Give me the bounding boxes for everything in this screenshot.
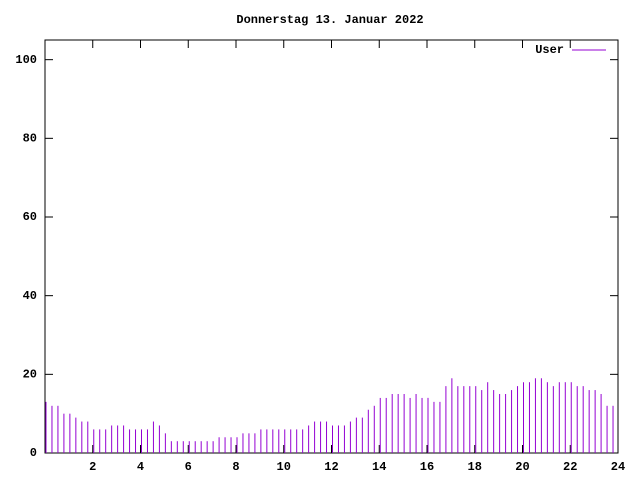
x-tick-label: 18 (468, 460, 482, 474)
x-tick-label: 12 (324, 460, 338, 474)
plot-frame (44, 39, 619, 454)
x-tick-label: 16 (420, 460, 434, 474)
x-tick-label: 10 (277, 460, 291, 474)
x-tick-label: 24 (611, 460, 625, 474)
y-tick-label: 0 (30, 446, 37, 460)
y-tick-label: 40 (23, 289, 37, 303)
x-tick-label: 6 (185, 460, 192, 474)
x-tick-label: 22 (563, 460, 577, 474)
legend-label: User (535, 43, 564, 57)
x-tick-label: 20 (515, 460, 529, 474)
x-tick-label: 4 (137, 460, 144, 474)
y-tick-label: 80 (23, 132, 37, 146)
y-tick-label: 60 (23, 210, 37, 224)
y-tick-label: 100 (15, 53, 37, 67)
x-tick-label: 8 (232, 460, 239, 474)
x-tick-label: 14 (372, 460, 386, 474)
y-tick-label: 20 (23, 368, 37, 382)
x-tick-label: 2 (89, 460, 96, 474)
chart-title: Donnerstag 13. Januar 2022 (236, 13, 423, 27)
